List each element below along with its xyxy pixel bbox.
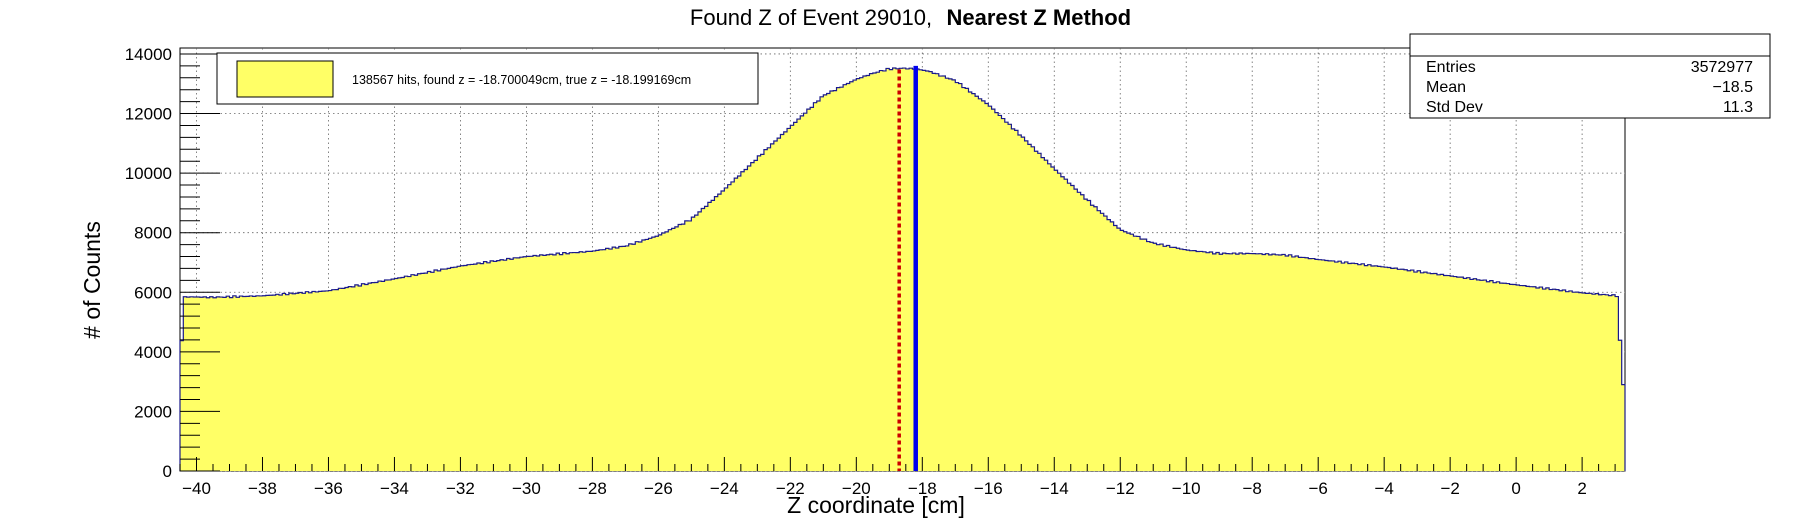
x-tick-label: −10 xyxy=(1172,479,1201,498)
x-axis-label: Z coordinate [cm] xyxy=(787,492,965,518)
chart-title: Found Z of Event 29010, Nearest Z Method xyxy=(690,5,1131,30)
stats-stddev-value: 11.3 xyxy=(1723,99,1753,116)
stats-stddev-label: Std Dev xyxy=(1426,99,1483,116)
stats-mean-value: −18.5 xyxy=(1713,79,1754,96)
x-tick-label: −40 xyxy=(182,479,211,498)
y-tick-label: 6000 xyxy=(134,283,172,302)
y-tick-label: 2000 xyxy=(134,402,172,421)
x-tick-label: −12 xyxy=(1106,479,1135,498)
y-axis: 0 2000 4000 6000 8000 10000 12000 14000 xyxy=(125,45,220,481)
x-axis: −40 −38 −36 −34 −32 −30 −28 −26 −24 −22 −20 −18 −16−… xyxy=(179,457,1616,498)
y-tick-label: 10000 xyxy=(125,164,172,183)
x-tick-label: −34 xyxy=(380,479,409,498)
x-tick-label: −28 xyxy=(578,479,607,498)
x-tick-label: −16 xyxy=(974,479,1003,498)
y-tick-label: 12000 xyxy=(125,105,172,124)
x-tick-label: 2 xyxy=(1577,479,1586,498)
legend-swatch xyxy=(236,60,334,98)
x-tick-label: −22 xyxy=(776,479,805,498)
histogram-outline xyxy=(179,67,1626,471)
x-tick-label: −32 xyxy=(446,479,475,498)
legend-box: 138567 hits, found z = -18.700049cm, tru… xyxy=(216,52,759,105)
x-tick-label: −20 xyxy=(842,479,871,498)
x-tick-label: −30 xyxy=(512,479,541,498)
x-tick-label: −2 xyxy=(1440,479,1459,498)
y-tick-label: 8000 xyxy=(134,224,172,243)
x-tick-label: −18 xyxy=(908,479,937,498)
stats-box: Entries 3572977 Mean −18.5 Std Dev 11.3 xyxy=(1409,33,1771,119)
x-tick-label: −14 xyxy=(1040,479,1069,498)
x-tick-label: −38 xyxy=(248,479,277,498)
x-tick-label: −6 xyxy=(1308,479,1327,498)
y-axis-label: # of Counts xyxy=(79,221,105,339)
chart-title-main: Found Z of Event 29010, xyxy=(690,5,932,30)
x-tick-label: −24 xyxy=(710,479,739,498)
x-tick-label: −4 xyxy=(1374,479,1393,498)
x-tick-label: −26 xyxy=(644,479,673,498)
chart-title-method: Nearest Z Method xyxy=(947,5,1132,30)
y-tick-label: 14000 xyxy=(125,45,172,64)
x-tick-label: 0 xyxy=(1511,479,1520,498)
x-tick-label: −8 xyxy=(1243,479,1262,498)
x-tick-label: −36 xyxy=(314,479,343,498)
y-tick-label: 4000 xyxy=(134,343,172,362)
stats-entries-label: Entries xyxy=(1426,59,1476,76)
stats-mean-label: Mean xyxy=(1426,79,1466,96)
stats-frame xyxy=(1409,33,1771,119)
legend-entry-text: 138567 hits, found z = -18.700049cm, tru… xyxy=(352,73,691,87)
y-tick-label: 0 xyxy=(163,462,172,481)
stats-entries-value: 3572977 xyxy=(1691,59,1753,76)
histogram-fill xyxy=(180,67,1625,471)
